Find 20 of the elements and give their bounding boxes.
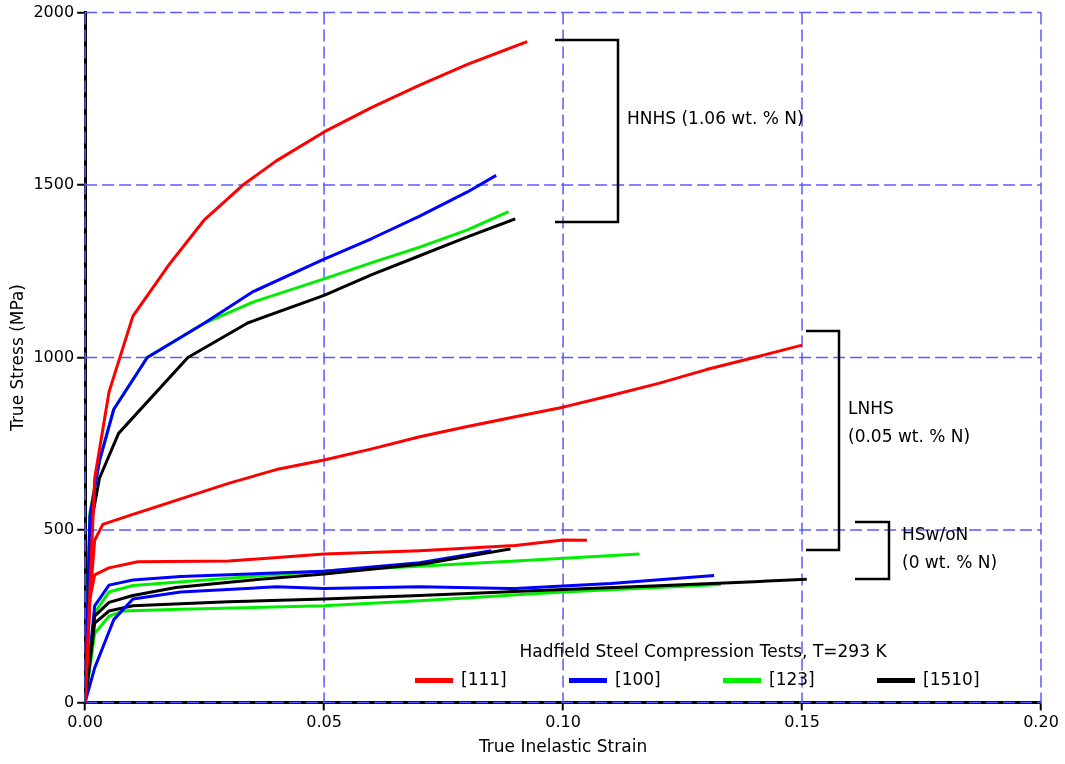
y-tick-label: 2000: [33, 1, 75, 21]
x-tick-label: 0.15: [784, 712, 820, 732]
y-tick-label: 500: [43, 519, 75, 539]
x-tick-label: 0.00: [67, 712, 103, 732]
x-axis-title: True Inelastic Strain: [477, 736, 648, 757]
y-axis-title: True Stress (MPa): [6, 284, 27, 432]
legend-label: [123]: [769, 668, 815, 689]
y-tick-label: 0: [63, 691, 75, 711]
legend-label: [100]: [615, 668, 661, 689]
x-tick-label: 0.10: [545, 712, 581, 732]
legend-label: [1510]: [923, 668, 980, 689]
annotation: HNHS (1.06 wt. % N): [627, 107, 804, 130]
legend-label: [111]: [461, 668, 507, 689]
x-tick-label: 0.20: [1023, 712, 1059, 732]
legend-title: Hadfield Steel Compression Tests, T=293 K: [519, 640, 888, 661]
x-tick-label: 0.05: [306, 712, 342, 732]
y-tick-label: 1500: [33, 174, 75, 194]
annotation: LNHS (0.05 wt. % N): [848, 397, 971, 448]
y-tick-label: 1000: [33, 346, 75, 366]
annotation: HSw/oN (0 wt. % N): [902, 523, 998, 574]
